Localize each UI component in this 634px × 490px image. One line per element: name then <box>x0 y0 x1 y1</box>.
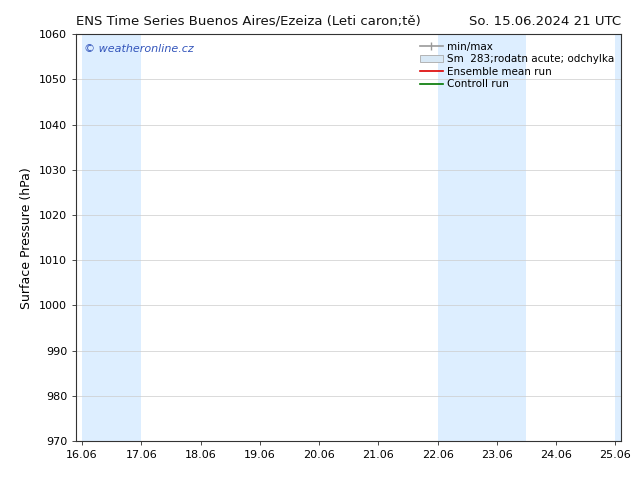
Text: ENS Time Series Buenos Aires/Ezeiza (Leti caron;tě): ENS Time Series Buenos Aires/Ezeiza (Let… <box>76 15 421 28</box>
Bar <box>616 34 634 441</box>
Legend: min/max, Sm  283;rodatn acute; odchylka, Ensemble mean run, Controll run: min/max, Sm 283;rodatn acute; odchylka, … <box>415 37 618 94</box>
Bar <box>437 34 526 441</box>
Text: © weatheronline.cz: © weatheronline.cz <box>84 45 194 54</box>
Y-axis label: Surface Pressure (hPa): Surface Pressure (hPa) <box>20 167 34 309</box>
Text: So. 15.06.2024 21 UTC: So. 15.06.2024 21 UTC <box>469 15 621 28</box>
Bar <box>82 34 141 441</box>
